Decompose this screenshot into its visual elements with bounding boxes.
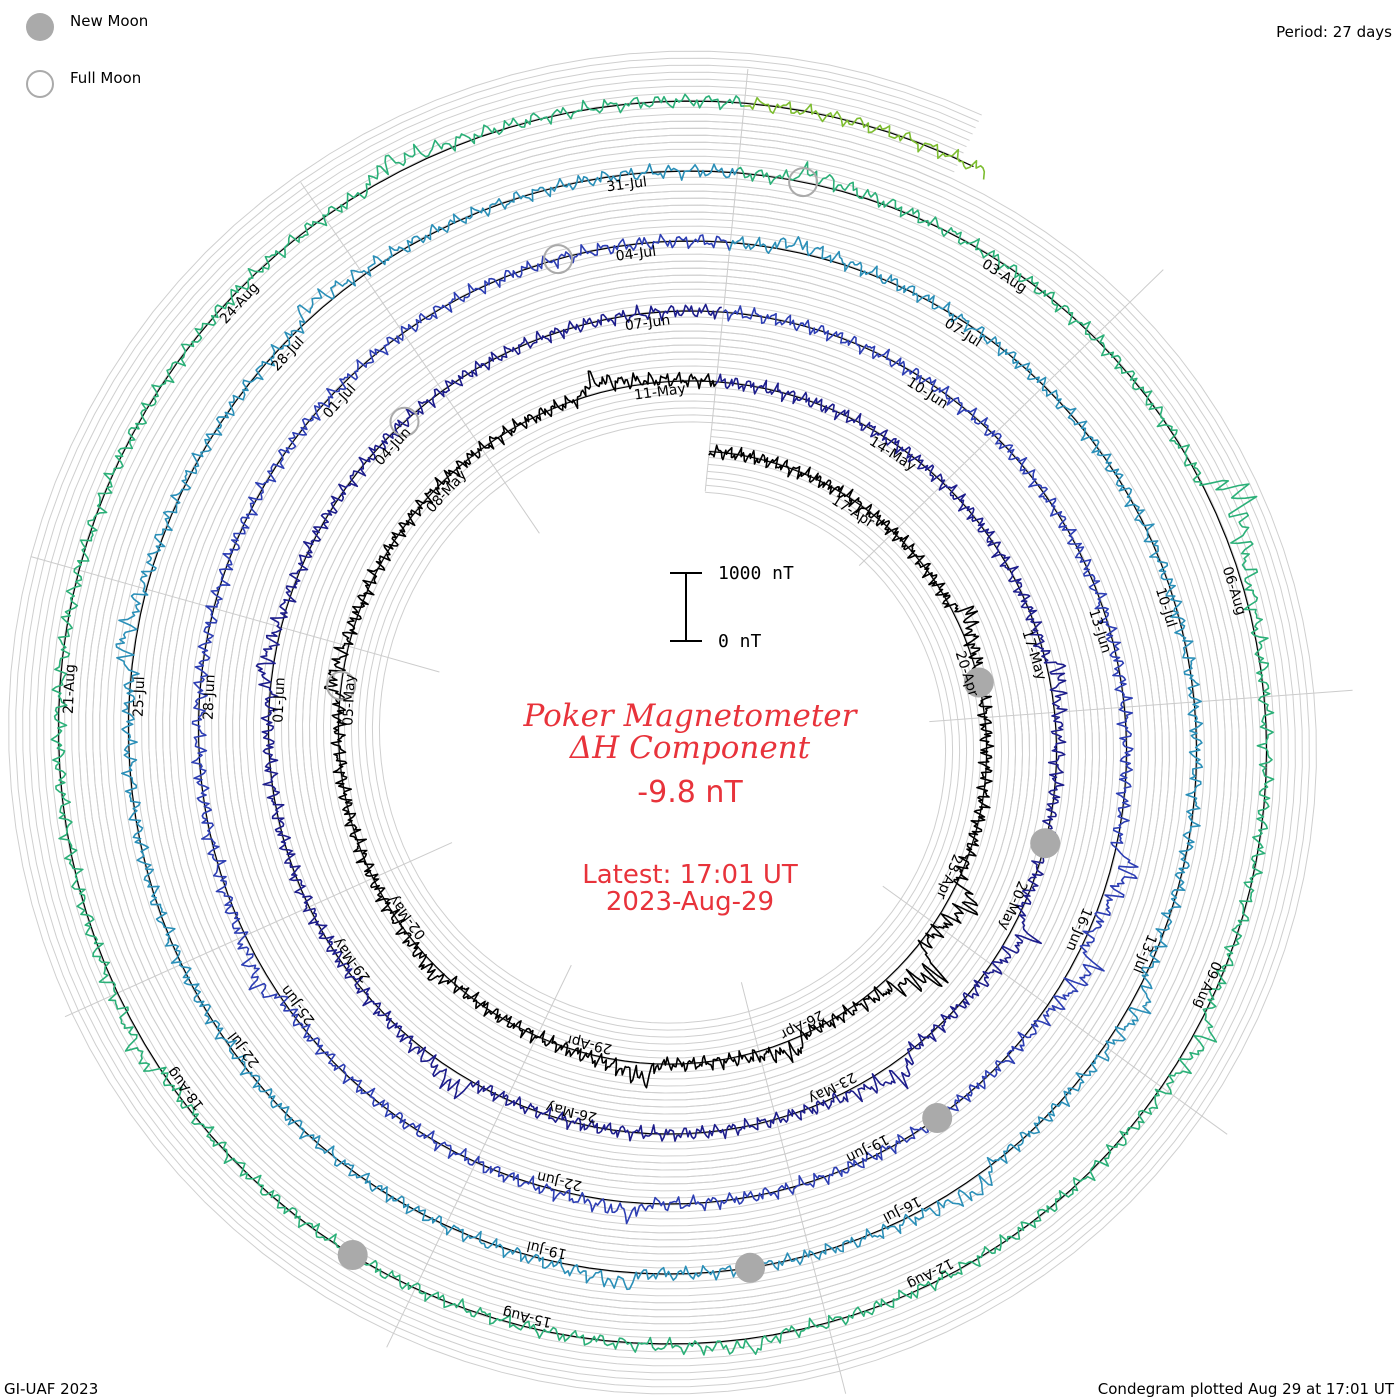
latest-date: 2023-Aug-29 xyxy=(605,887,775,917)
date-tick-label: 31-Jul xyxy=(606,174,648,195)
trace-ring-3 xyxy=(191,233,1139,1225)
grid-spiral xyxy=(50,92,1275,1353)
footer-credit: GI-UAF 2023 xyxy=(4,1380,99,1398)
grid-spoke xyxy=(64,842,453,1018)
deltaH-traces xyxy=(50,93,1275,1356)
chart-subtitle: ΔH Component xyxy=(569,730,811,766)
latest-time: Latest: 17:01 UT xyxy=(582,860,798,890)
moon-markers xyxy=(326,167,1061,1283)
date-tick-label: 04-Jul xyxy=(615,244,657,265)
grid-spiral xyxy=(92,134,1233,1311)
grid-spiral xyxy=(43,85,1282,1360)
full-moon-icon xyxy=(26,70,54,98)
trace-ring-5 xyxy=(50,93,1275,1356)
scale-bar-top-label: 1000 nT xyxy=(718,563,794,584)
grid-spiral xyxy=(85,127,1240,1318)
radial-grid xyxy=(8,50,1353,1395)
grid-spoke xyxy=(858,269,1164,566)
new-moon-icon xyxy=(26,13,54,41)
full-moon-marker xyxy=(326,670,357,701)
legend-full-moon: Full Moon xyxy=(26,69,142,98)
date-tick-label: 28-Jun xyxy=(201,674,219,720)
grid-spoke xyxy=(30,556,440,673)
full-moon-marker xyxy=(543,244,574,275)
date-tick-label: 01-Jun xyxy=(271,677,289,723)
date-tick-label: 21-Aug xyxy=(61,664,79,715)
new-moon-marker xyxy=(337,1240,368,1270)
grid-spiral xyxy=(36,78,1289,1367)
legend-new-moon-label: New Moon xyxy=(70,12,149,30)
grid-spiral xyxy=(78,120,1247,1325)
legend-new-moon: New Moon xyxy=(26,12,149,41)
trace-ring-1 xyxy=(323,370,995,1089)
scale-bar-bottom-label: 0 nT xyxy=(718,631,762,652)
full-moon-marker xyxy=(788,167,819,198)
grid-spiral xyxy=(99,141,1226,1304)
date-tick-label: 15-Aug xyxy=(501,1304,553,1330)
date-tick-label: 05-May xyxy=(340,674,358,726)
new-moon-marker xyxy=(922,1103,953,1133)
grid-spoke xyxy=(300,182,540,534)
chart-title: Poker Magnetometer xyxy=(523,698,857,734)
grid-spoke xyxy=(929,689,1353,723)
grid-spiral xyxy=(71,113,1254,1332)
period-label: Period: 27 days xyxy=(1276,23,1392,41)
date-tick-label: 07-Jun xyxy=(624,312,671,334)
date-tick-label: 25-Jul xyxy=(131,676,149,717)
trace-ring-6 xyxy=(744,96,986,180)
new-moon-marker xyxy=(963,667,994,698)
date-tick-label: 29-Apr xyxy=(564,1031,613,1057)
footer-plot-time: Condegram plotted Aug 29 at 17:01 UT xyxy=(1097,1380,1394,1398)
new-moon-marker xyxy=(1030,828,1061,859)
trace-ring-4 xyxy=(115,163,1204,1291)
grid-spoke xyxy=(704,68,749,492)
legend-full-moon-label: Full Moon xyxy=(70,69,142,87)
date-tick-label: 12-Aug xyxy=(904,1255,956,1292)
new-moon-marker xyxy=(735,1252,765,1283)
full-moon-marker xyxy=(389,406,420,437)
trace-ring-2 xyxy=(255,303,1068,1142)
current-value: -9.8 nT xyxy=(637,775,743,810)
date-tick-label: 11-May xyxy=(633,381,686,404)
scale-bar xyxy=(670,572,702,642)
